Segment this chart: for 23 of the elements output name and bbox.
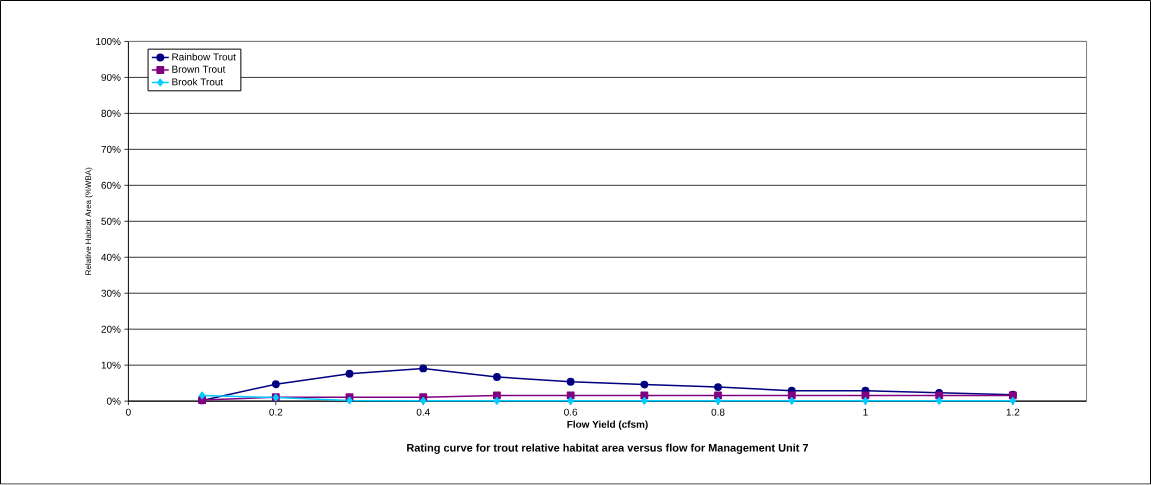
legend-label: Brown Trout xyxy=(172,66,226,73)
legend-label: Rainbow Trout xyxy=(172,53,236,61)
y-tick-label: 0% xyxy=(106,397,121,405)
x-tick-label: 0 xyxy=(126,408,131,416)
x-tick-label: 0.8 xyxy=(711,408,725,416)
x-axis-title: Flow Yield (cfsm) xyxy=(567,420,648,431)
y-tick-label: 70% xyxy=(101,146,121,154)
y-tick-label: 20% xyxy=(101,325,121,333)
x-tick-label: 1 xyxy=(863,408,868,416)
legend-label: Brook Trout xyxy=(172,78,224,86)
y-tick-label: 80% xyxy=(101,110,121,118)
y-tick-label: 60% xyxy=(101,182,121,190)
y-tick-label: 30% xyxy=(101,289,121,297)
y-tick-label: 90% xyxy=(101,74,121,82)
text: Rating curve for trout relative habitat area versus flow for Management Unit 7 xyxy=(407,443,809,455)
x-tick-label: 0.2 xyxy=(269,408,283,416)
y-tick-label: 40% xyxy=(101,253,121,261)
x-tick-label: 0.4 xyxy=(416,408,430,416)
y-tick-label: 50% xyxy=(101,217,121,226)
y-tick-label: 100% xyxy=(96,38,121,46)
x-tick-label: 0.6 xyxy=(564,408,578,416)
x-tick-label: 1.2 xyxy=(1006,408,1020,416)
y-tick-label: 10% xyxy=(101,361,121,369)
